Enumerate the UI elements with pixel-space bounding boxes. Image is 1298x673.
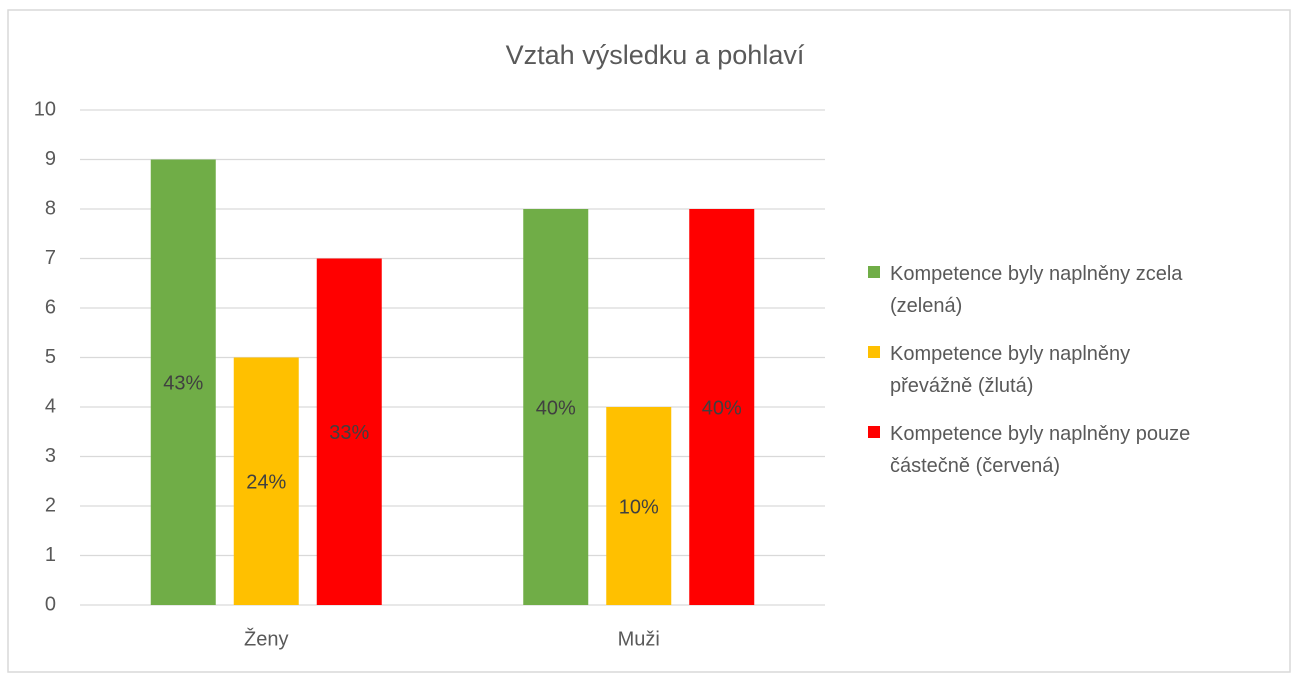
bar-annotation: 24% xyxy=(246,472,286,494)
bar-annotation: 40% xyxy=(536,397,576,419)
y-tick-label: 3 xyxy=(45,445,56,467)
legend-label: Kompetence byly naplněny převážně (žlutá… xyxy=(890,343,1131,397)
bar-annotation: 10% xyxy=(619,496,659,518)
bar xyxy=(689,209,755,605)
bar xyxy=(316,258,382,605)
y-tick-label: 5 xyxy=(45,346,56,368)
y-tick-label: 0 xyxy=(45,593,56,615)
y-tick-label: 9 xyxy=(45,148,56,170)
y-tick-label: 8 xyxy=(45,197,56,219)
y-tick-label: 10 xyxy=(34,98,56,120)
bar-annotation: 33% xyxy=(329,422,369,444)
legend-swatch xyxy=(868,426,880,438)
y-tick-label: 6 xyxy=(45,296,56,318)
bar-annotation: 43% xyxy=(163,373,203,395)
legend-item: Kompetence byly naplněny převážně (žlutá… xyxy=(868,338,1208,402)
bar xyxy=(150,159,216,605)
y-tick-label: 7 xyxy=(45,247,56,269)
legend-label: Kompetence byly naplněny zcela (zelená) xyxy=(890,263,1183,317)
chart-title: Vztah výsledku a pohlaví xyxy=(506,40,805,70)
bar xyxy=(523,209,589,605)
legend: Kompetence byly naplněny zcela (zelená) K… xyxy=(868,258,1208,498)
legend-label: Kompetence byly naplněny pouze částečně … xyxy=(890,423,1191,477)
chart-border xyxy=(7,9,1291,673)
y-tick-label: 4 xyxy=(45,395,56,417)
y-tick-label: 1 xyxy=(45,544,56,566)
legend-swatch xyxy=(868,266,880,278)
bar-annotation: 40% xyxy=(702,397,742,419)
bar xyxy=(233,357,299,605)
bar xyxy=(606,407,672,605)
legend-item: Kompetence byly naplněny pouze částečně … xyxy=(868,418,1208,482)
x-tick-label: Muži xyxy=(618,628,660,650)
x-tick-label: Ženy xyxy=(244,627,288,650)
legend-swatch xyxy=(868,346,880,358)
y-tick-label: 2 xyxy=(45,494,56,516)
legend-item: Kompetence byly naplněny zcela (zelená) xyxy=(868,258,1208,322)
